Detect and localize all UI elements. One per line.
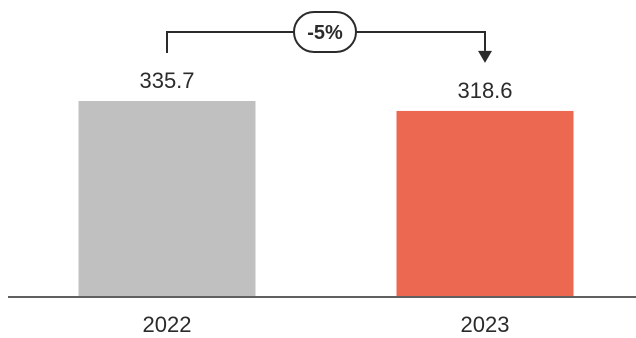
change-badge <box>293 11 357 53</box>
labels: 335.7 2022 318.6 2023 <box>139 68 512 337</box>
change-annotation: -5% <box>166 11 492 63</box>
x-tick-label-2022: 2022 <box>143 312 192 337</box>
value-label-2022: 335.7 <box>139 68 194 93</box>
bar-2022 <box>78 101 256 296</box>
bar-2023 <box>396 110 574 296</box>
arrow-down-icon <box>478 50 492 63</box>
bars <box>78 101 574 296</box>
x-tick-label-2023: 2023 <box>461 312 510 337</box>
value-label-2023: 318.6 <box>457 78 512 103</box>
change-badge-label: -5% <box>307 22 343 44</box>
